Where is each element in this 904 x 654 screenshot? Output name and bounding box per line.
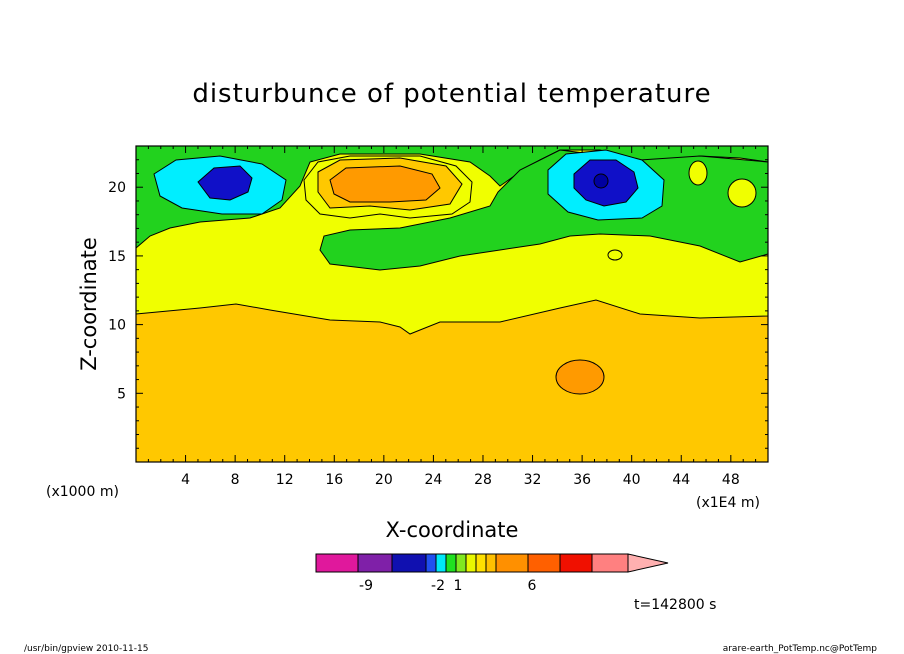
colorbar-swatch [391, 553, 427, 573]
colorbar-swatch [425, 553, 437, 573]
colorbar-swatch [455, 553, 467, 573]
plot-area [135, 145, 769, 463]
x-axis-ticks: 4 8 12 16 20 24 28 32 36 40 44 48 [147, 146, 757, 488]
contour-darkblue-right [593, 173, 609, 189]
contour-orange-core [329, 165, 441, 203]
x-tick-label: 40 [623, 472, 641, 488]
x-tick-label: 8 [231, 472, 240, 488]
x-tick-label: 4 [181, 472, 190, 488]
colorbar-swatch [485, 553, 497, 573]
y-tick-label: 5 [117, 386, 126, 402]
contour-yellow-blob-3 [607, 249, 623, 261]
colorbar-swatch [465, 553, 477, 573]
colorbar-swatch [445, 553, 457, 573]
contour-orange-lower [555, 359, 605, 395]
x-tick-label: 44 [672, 472, 690, 488]
x-tick-label: 28 [474, 472, 492, 488]
contour-yellow-blob-2 [727, 178, 757, 208]
x-axis-label: X-coordinate [386, 518, 519, 542]
x-unit-left: (x1000 m) [46, 484, 119, 500]
colorbar-tick-label: 6 [528, 578, 537, 594]
contour-green-region [135, 145, 769, 250]
colorbar-tick-label: 1 [454, 578, 463, 594]
x-unit-right: (x1E4 m) [696, 495, 760, 511]
chart-title: disturbunce of potential temperature [192, 79, 711, 109]
y-tick-label: 15 [108, 249, 126, 265]
plot-frame [135, 145, 769, 463]
colorbar-swatch [591, 553, 629, 573]
colorbar [315, 553, 669, 573]
colorbar-swatch [357, 553, 393, 573]
colorbar-swatch [315, 553, 359, 573]
colorbar-tick-label: -2 [431, 578, 445, 594]
x-tick-label: 12 [276, 472, 294, 488]
colorbar-arrow [627, 553, 669, 573]
colorbar-tick-label: -9 [359, 578, 373, 594]
x-tick-label: 36 [573, 472, 591, 488]
contour-blue-left [197, 165, 253, 201]
colorbar-labels: -9 -2 1 6 [359, 578, 537, 594]
colorbar-swatch [495, 553, 529, 573]
colorbar-swatch [435, 553, 447, 573]
y-axis-ticks: 5 10 15 20 [108, 159, 768, 449]
time-label: t=142800 s [634, 597, 716, 613]
x-tick-label: 24 [424, 472, 442, 488]
y-axis-label: Z-coordinate [77, 237, 101, 371]
colorbar-swatch [559, 553, 593, 573]
footer-left: /usr/bin/gpview 2010-11-15 [24, 644, 148, 654]
x-tick-label: 48 [722, 472, 740, 488]
x-tick-label: 32 [524, 472, 542, 488]
y-tick-label: 20 [108, 180, 126, 196]
x-tick-label: 20 [375, 472, 393, 488]
x-tick-label: 16 [325, 472, 343, 488]
y-tick-label: 10 [108, 318, 126, 334]
contour-yellow-blob-1 [688, 160, 708, 186]
colorbar-swatch [527, 553, 561, 573]
footer-right: arare-earth_PotTemp.nc@PotTemp [723, 644, 878, 654]
colorbar-swatch [475, 553, 487, 573]
